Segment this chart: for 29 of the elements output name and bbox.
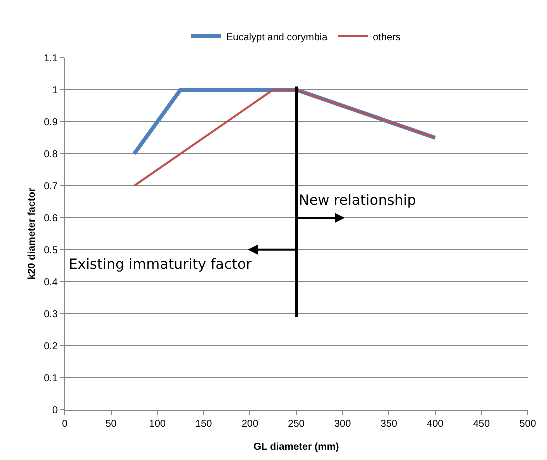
x-tick-label: 450 xyxy=(473,419,490,430)
y-tick-label: 0.8 xyxy=(44,150,58,160)
y-tick-label: 0.9 xyxy=(44,118,58,128)
y-tick-label: 0.2 xyxy=(44,342,58,352)
x-tick-label: 350 xyxy=(380,419,398,430)
y-tick-label: 1.1 xyxy=(44,54,58,64)
x-tick-label: 400 xyxy=(427,419,444,430)
x-tick-label: 150 xyxy=(196,419,213,430)
y-tick-label: 0.6 xyxy=(44,214,58,224)
y-tick-label: 0.3 xyxy=(44,310,58,320)
y-tick-label: 0.1 xyxy=(44,374,58,384)
x-axis-title: GL diameter (mm) xyxy=(254,442,340,453)
y-tick-label: 0.5 xyxy=(44,246,58,256)
y-axis-title: k20 diameter factor xyxy=(27,188,38,280)
x-tick-label: 250 xyxy=(288,419,306,430)
x-tick-label: 200 xyxy=(242,419,259,430)
legend-label: Eucalypt and corymbia xyxy=(226,32,328,44)
y-tick-label: 1 xyxy=(52,86,58,96)
x-tick-label: 300 xyxy=(334,419,352,430)
annotation: New relationship xyxy=(299,193,416,209)
y-tick-label: 0 xyxy=(52,406,58,416)
legend-label: others xyxy=(373,32,401,44)
y-tick-label: 0.4 xyxy=(44,278,58,288)
x-tick-label: 100 xyxy=(149,419,166,430)
x-tick-label: 0 xyxy=(62,419,68,430)
annotation: Existing immaturity factor xyxy=(69,257,252,273)
x-tick-label: 50 xyxy=(106,419,118,430)
x-tick-label: 500 xyxy=(520,419,537,430)
y-tick-label: 0.7 xyxy=(44,182,58,192)
